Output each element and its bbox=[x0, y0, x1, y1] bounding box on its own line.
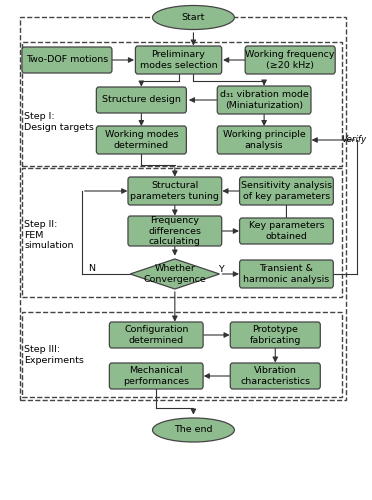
Text: Key parameters
obtained: Key parameters obtained bbox=[248, 222, 324, 240]
FancyBboxPatch shape bbox=[128, 216, 222, 246]
Text: N: N bbox=[88, 264, 94, 273]
Polygon shape bbox=[130, 259, 219, 289]
Ellipse shape bbox=[153, 6, 234, 30]
Text: Working principle
analysis: Working principle analysis bbox=[223, 130, 305, 150]
FancyBboxPatch shape bbox=[240, 218, 333, 244]
Text: Structural
parameters tuning: Structural parameters tuning bbox=[131, 182, 219, 201]
Text: Start: Start bbox=[182, 13, 205, 22]
Text: Verify: Verify bbox=[341, 136, 367, 144]
Ellipse shape bbox=[153, 418, 234, 442]
Text: Mechanical
performances: Mechanical performances bbox=[123, 366, 189, 386]
FancyBboxPatch shape bbox=[96, 126, 186, 154]
Text: Step II:
FEM
simulation: Step II: FEM simulation bbox=[24, 220, 74, 250]
FancyBboxPatch shape bbox=[96, 87, 186, 113]
Text: Y: Y bbox=[218, 264, 224, 274]
Text: The end: The end bbox=[174, 426, 213, 434]
FancyBboxPatch shape bbox=[240, 177, 333, 205]
FancyBboxPatch shape bbox=[109, 322, 203, 348]
FancyBboxPatch shape bbox=[128, 177, 222, 205]
Text: Frequency
differences
calculating: Frequency differences calculating bbox=[148, 216, 201, 246]
FancyBboxPatch shape bbox=[245, 46, 335, 74]
Text: Working frequency
(≥20 kHz): Working frequency (≥20 kHz) bbox=[246, 50, 335, 70]
Text: Two-DOF motions: Two-DOF motions bbox=[26, 56, 108, 64]
FancyBboxPatch shape bbox=[240, 260, 333, 288]
Text: d₃₁ vibration mode
(Miniaturization): d₃₁ vibration mode (Miniaturization) bbox=[220, 90, 308, 110]
Text: Preliminary
modes selection: Preliminary modes selection bbox=[140, 50, 217, 70]
FancyBboxPatch shape bbox=[217, 86, 311, 114]
Text: Transient &
harmonic analysis: Transient & harmonic analysis bbox=[243, 264, 330, 283]
FancyBboxPatch shape bbox=[230, 363, 320, 389]
Text: Step I:
Design targets: Step I: Design targets bbox=[24, 112, 94, 132]
FancyBboxPatch shape bbox=[230, 322, 320, 348]
Text: Sensitivity analysis
of key parameters: Sensitivity analysis of key parameters bbox=[241, 182, 332, 201]
Text: Whether
Convergence: Whether Convergence bbox=[144, 264, 206, 283]
Text: Working modes
determined: Working modes determined bbox=[105, 130, 178, 150]
FancyBboxPatch shape bbox=[135, 46, 222, 74]
Text: Prototype
fabricating: Prototype fabricating bbox=[250, 326, 301, 344]
Text: Structure design: Structure design bbox=[102, 96, 181, 104]
FancyBboxPatch shape bbox=[22, 47, 112, 73]
Text: Configuration
determined: Configuration determined bbox=[124, 326, 189, 344]
FancyBboxPatch shape bbox=[217, 126, 311, 154]
Text: Step III:
Experiments: Step III: Experiments bbox=[24, 346, 84, 364]
Text: Vibration
characteristics: Vibration characteristics bbox=[240, 366, 310, 386]
FancyBboxPatch shape bbox=[109, 363, 203, 389]
